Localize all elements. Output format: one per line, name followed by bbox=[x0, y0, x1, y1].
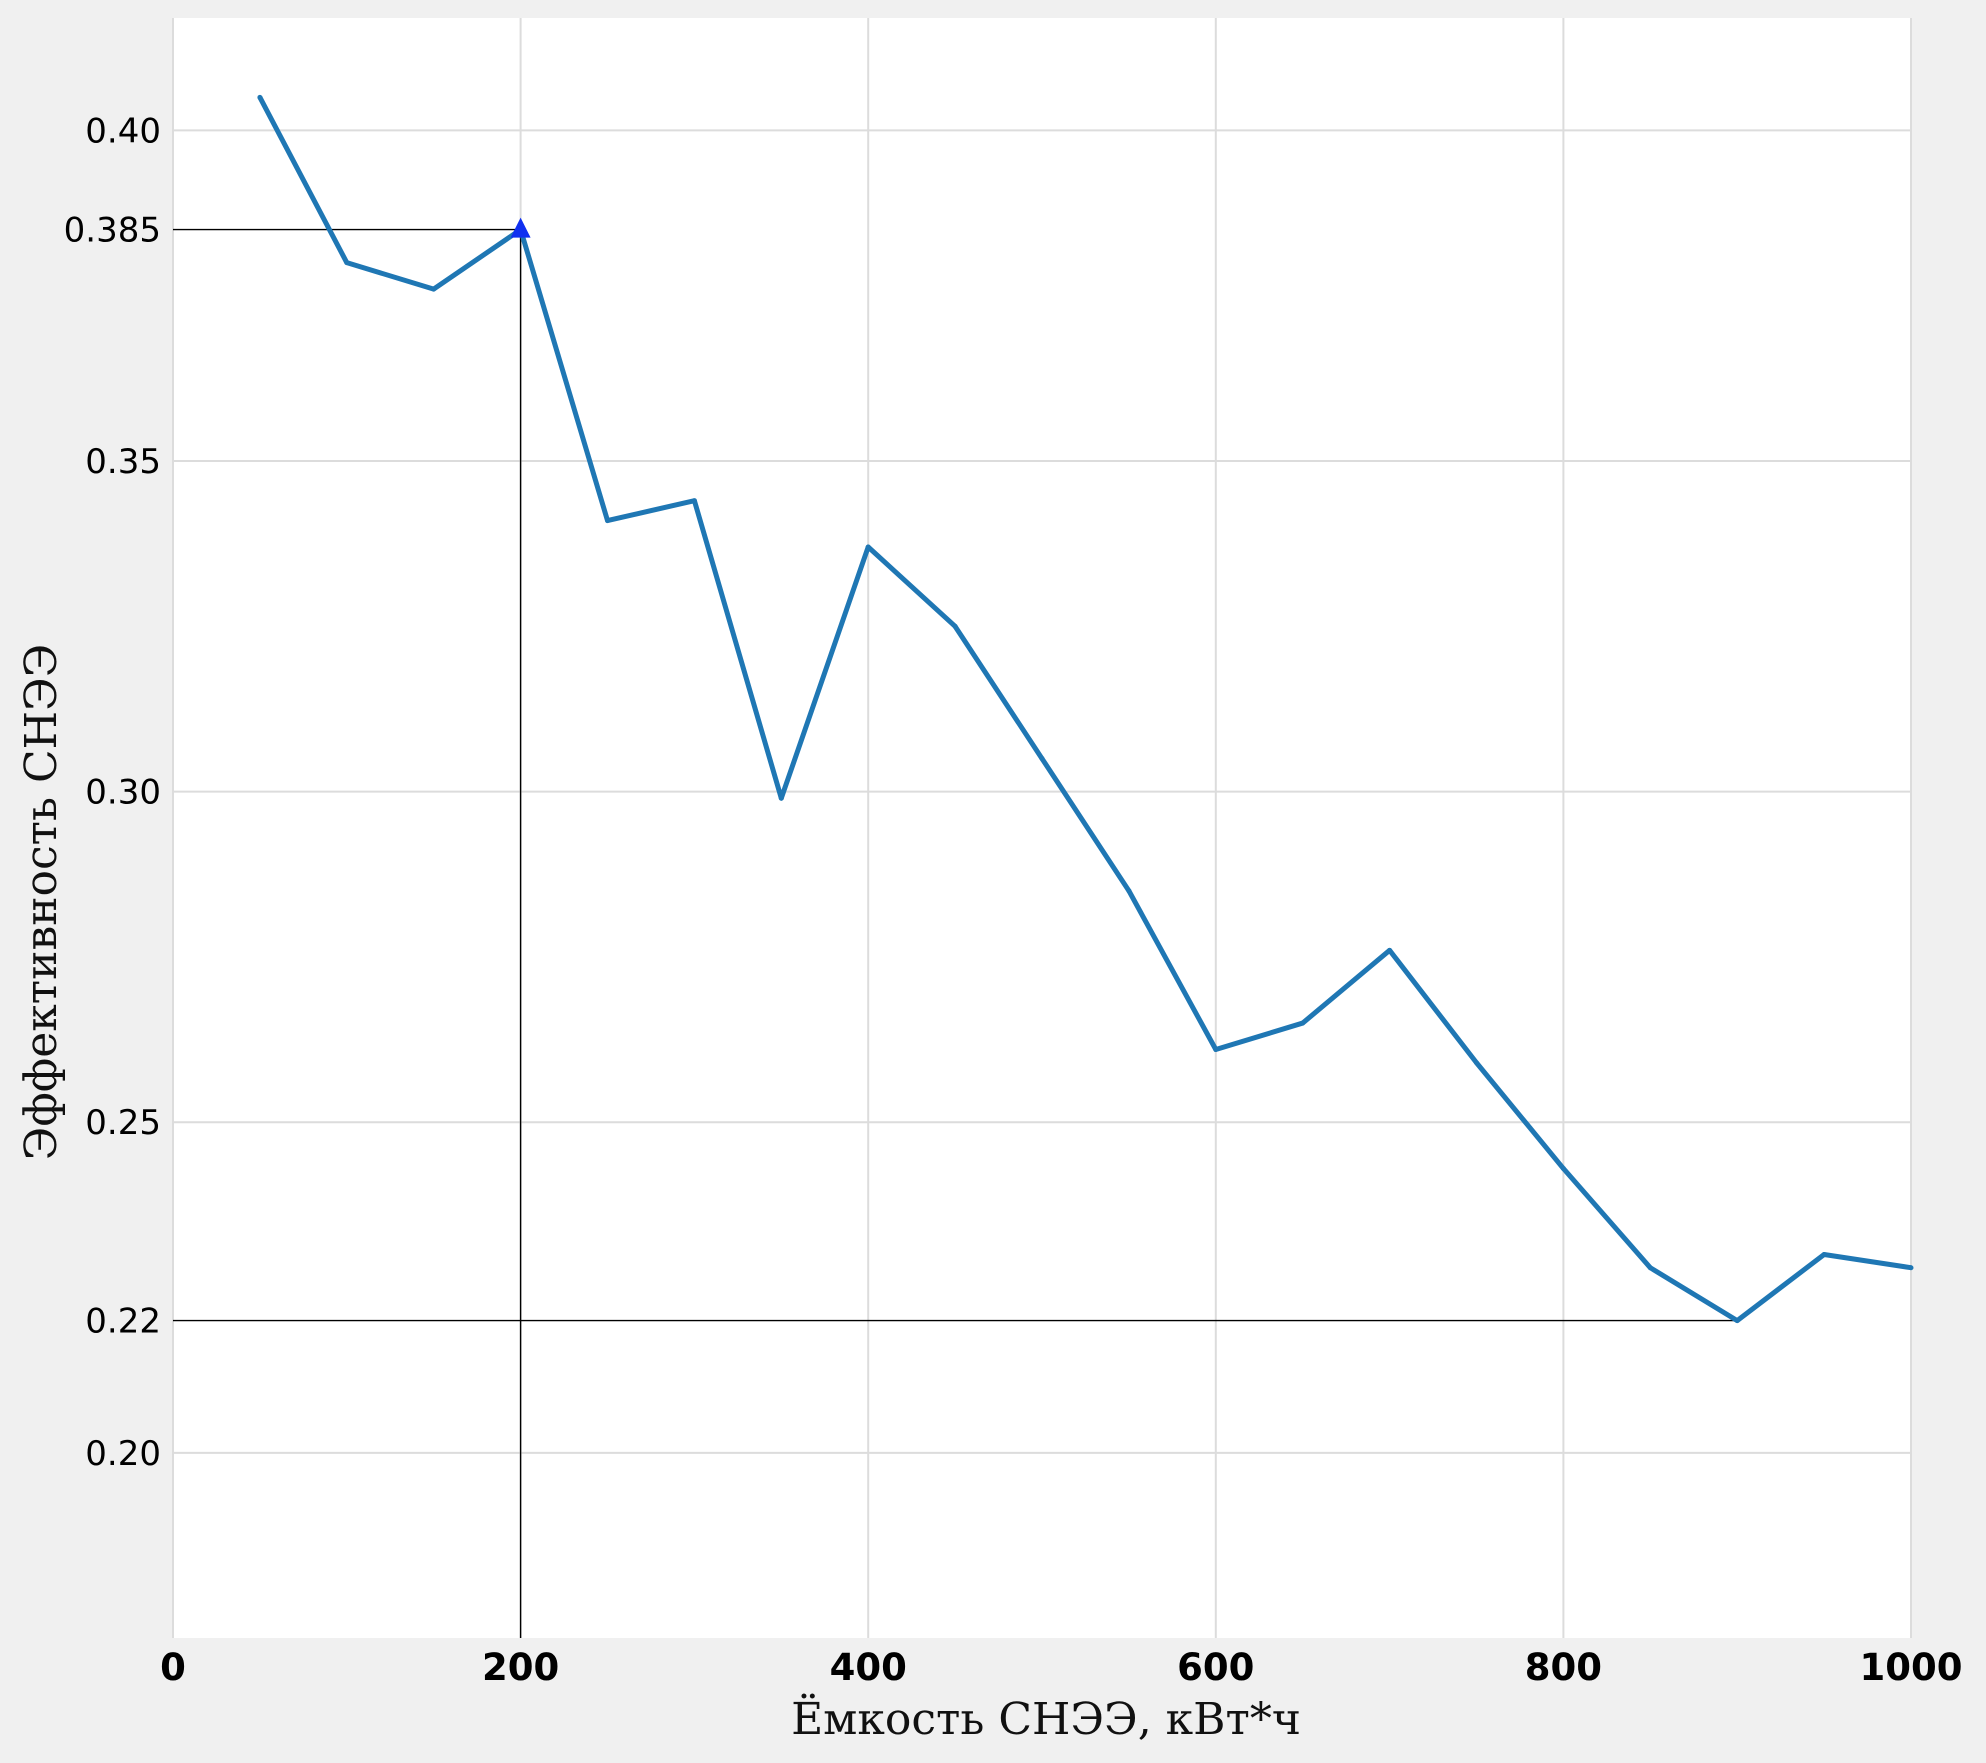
data-point bbox=[952, 623, 958, 629]
x-tick-label: 600 bbox=[1177, 1646, 1254, 1689]
x-tick-label: 200 bbox=[482, 1646, 559, 1689]
y-tick-label: 0.40 bbox=[85, 111, 161, 151]
x-axis-ticks: 0 200 400 600 800 1000 bbox=[160, 1646, 1962, 1689]
data-point bbox=[1474, 1060, 1479, 1066]
data-point bbox=[605, 518, 610, 524]
y-axis-label: Эффективность СНЭЭ bbox=[16, 644, 67, 1161]
data-point bbox=[1908, 1265, 1914, 1271]
x-tick-label: 1000 bbox=[1860, 1646, 1963, 1689]
y-axis-ticks: 0.20 0.22 0.25 0.30 0.35 0.385 0.40 bbox=[64, 111, 161, 1473]
y-tick-label: 0.35 bbox=[85, 442, 161, 482]
data-point bbox=[1821, 1251, 1827, 1257]
x-tick-label: 800 bbox=[1525, 1646, 1602, 1689]
y-tick-label: 0.25 bbox=[85, 1103, 161, 1143]
plot-area bbox=[173, 18, 1911, 1638]
data-point bbox=[1387, 947, 1393, 953]
y-tick-label: 0.30 bbox=[85, 773, 161, 813]
data-point bbox=[1300, 1020, 1306, 1026]
data-point bbox=[344, 260, 350, 266]
data-point bbox=[865, 544, 871, 550]
data-point bbox=[1213, 1047, 1219, 1053]
x-axis-label: Ёмкость СНЭЭ, кВт*ч bbox=[791, 1692, 1301, 1745]
peak-marker-triangle bbox=[510, 217, 531, 238]
data-point bbox=[1126, 888, 1132, 894]
y-tick-label: 0.385 bbox=[64, 211, 161, 251]
y-tick-label: 0.22 bbox=[85, 1302, 161, 1342]
y-tick-label: 0.20 bbox=[85, 1434, 161, 1474]
data-point bbox=[1039, 756, 1045, 762]
series-line bbox=[257, 96, 1912, 1324]
x-tick-label: 0 bbox=[160, 1646, 186, 1689]
data-point bbox=[1734, 1318, 1740, 1324]
data-point bbox=[778, 795, 784, 801]
x-tick-label: 400 bbox=[830, 1646, 907, 1689]
data-point bbox=[431, 286, 437, 292]
data-point bbox=[1647, 1265, 1653, 1271]
data-point bbox=[1560, 1166, 1566, 1172]
data-point bbox=[691, 498, 697, 504]
data-point bbox=[257, 94, 263, 100]
